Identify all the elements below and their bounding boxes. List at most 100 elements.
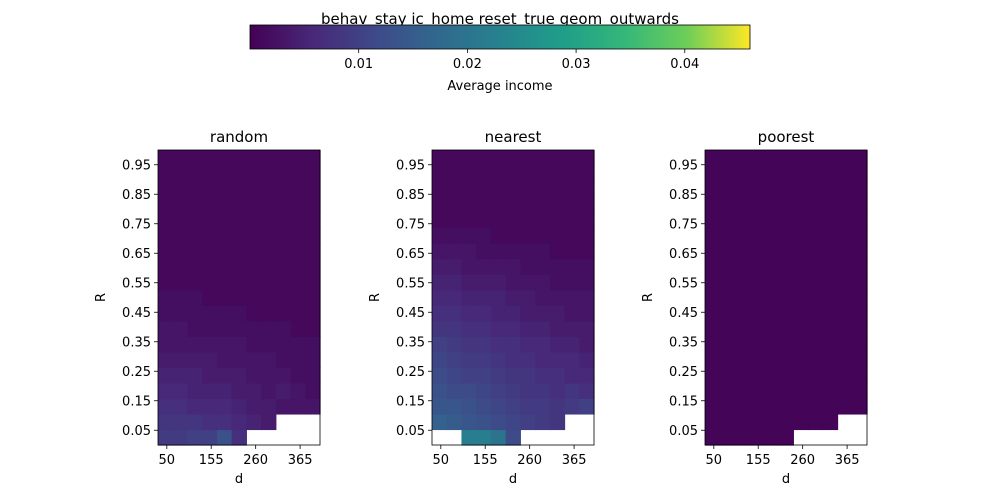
heatmap-cell bbox=[793, 243, 809, 260]
colorbar-ticks: 0.01 0.02 0.03 0.04 bbox=[344, 49, 699, 72]
heatmap-cell bbox=[476, 336, 492, 353]
heatmap-cell bbox=[187, 382, 203, 400]
heatmap-cell bbox=[837, 336, 853, 353]
heatmap-cell bbox=[749, 367, 765, 384]
heatmap-cell bbox=[719, 274, 736, 291]
heatmap-cell bbox=[202, 336, 218, 353]
heatmap-cell bbox=[505, 243, 521, 260]
heatmap-cell bbox=[579, 382, 595, 400]
heatmap-cell bbox=[461, 165, 477, 182]
x-axis-label: d bbox=[509, 472, 517, 487]
heatmap-cell bbox=[822, 289, 839, 306]
heatmap-cell bbox=[305, 320, 321, 337]
heatmap-cell bbox=[202, 413, 218, 431]
y-tick-label: 0.55 bbox=[669, 276, 698, 291]
heatmap-cell bbox=[808, 212, 824, 229]
heatmap-cell bbox=[246, 305, 262, 322]
heatmap-cell bbox=[763, 165, 780, 182]
heatmap-cell bbox=[579, 274, 595, 291]
y-tick-label: 0.65 bbox=[669, 247, 698, 262]
heatmap-cell bbox=[187, 243, 203, 260]
heatmap-cell bbox=[778, 305, 794, 322]
colorbar: 0.01 0.02 0.03 0.04 Average income bbox=[249, 24, 751, 94]
heatmap-cell bbox=[564, 258, 580, 275]
heatmap-cell bbox=[231, 305, 247, 322]
heatmap-cell bbox=[837, 351, 853, 368]
heatmap-cell bbox=[505, 258, 521, 275]
heatmap-cell bbox=[305, 258, 321, 275]
heatmap-cell bbox=[446, 274, 463, 291]
heatmap-cell bbox=[476, 305, 492, 322]
heatmap-cell bbox=[461, 258, 477, 275]
heatmap-cell bbox=[490, 258, 507, 275]
heatmap-cell bbox=[432, 398, 448, 415]
heatmap-cell bbox=[432, 413, 448, 431]
heatmap-cell bbox=[549, 351, 566, 368]
heatmap-cell bbox=[172, 274, 189, 291]
heatmap-cell bbox=[261, 336, 277, 353]
heatmap-cell bbox=[793, 336, 809, 353]
heatmap-cell bbox=[719, 429, 736, 446]
heatmap-cell bbox=[446, 320, 463, 337]
heatmap-cell bbox=[564, 243, 580, 260]
heatmap-cell bbox=[158, 258, 174, 275]
heatmap-panel-poorest: poorest 0.05 0.15 0.25 0.35 0.45 0.55 0.65 0.75 0… bbox=[641, 128, 868, 487]
heatmap-cell bbox=[778, 196, 794, 213]
heatmap-cell bbox=[476, 320, 492, 337]
heatmap-cell bbox=[719, 258, 736, 275]
heatmap-panel-random: random 0.05 0.15 0.25 0.35 0.45 0.55 0.65 0.75 0.… bbox=[94, 128, 321, 487]
heatmap-cell bbox=[749, 289, 765, 306]
heatmap-cell bbox=[446, 336, 463, 353]
heatmap-cell bbox=[778, 429, 794, 446]
heatmap-cell bbox=[705, 165, 721, 182]
heatmap-cell bbox=[793, 274, 809, 291]
heatmap-cell bbox=[763, 398, 780, 415]
heatmap-cell bbox=[432, 243, 448, 260]
heatmap-cell bbox=[202, 165, 218, 182]
heatmap-cell bbox=[549, 181, 566, 198]
heatmap-cell bbox=[158, 181, 174, 198]
heatmap-cell bbox=[246, 351, 262, 368]
heatmap-cell bbox=[822, 336, 839, 353]
colorbar-tick-label: 0.03 bbox=[562, 57, 591, 72]
heatmap-cell bbox=[202, 212, 218, 229]
y-tick-label: 0.35 bbox=[396, 335, 425, 350]
heatmap-cell bbox=[261, 243, 277, 260]
heatmap-cell bbox=[763, 336, 780, 353]
heatmap-cell bbox=[505, 367, 521, 384]
heatmap-cell bbox=[808, 351, 824, 368]
heatmap-cell bbox=[719, 413, 736, 431]
heatmap-cell bbox=[808, 320, 824, 337]
heatmap-cell bbox=[275, 382, 292, 400]
heatmap-cell bbox=[202, 398, 218, 415]
heatmap-cell bbox=[172, 336, 189, 353]
heatmap-cell bbox=[719, 305, 736, 322]
heatmap-cell bbox=[158, 274, 174, 291]
heatmap-cell bbox=[852, 165, 868, 182]
heatmap-cell bbox=[432, 289, 448, 306]
y-tick-label: 0.35 bbox=[122, 335, 151, 350]
heatmap-cell bbox=[749, 398, 765, 415]
heatmap-cell bbox=[749, 243, 765, 260]
heatmap-cell bbox=[231, 351, 247, 368]
heatmap-cell bbox=[305, 398, 321, 415]
heatmap-cell bbox=[261, 413, 277, 431]
heatmap-cell bbox=[261, 274, 277, 291]
axes-frame bbox=[157, 149, 321, 446]
heatmap-cell bbox=[778, 320, 794, 337]
heatmap-cell bbox=[719, 382, 736, 400]
heatmap-cell bbox=[246, 150, 262, 167]
heatmap-cell bbox=[275, 351, 292, 368]
y-tick-label: 0.95 bbox=[122, 158, 151, 173]
heatmap-cell bbox=[461, 398, 477, 415]
x-tick-label: 50 bbox=[159, 453, 176, 468]
heatmap-cell bbox=[187, 150, 203, 167]
heatmap-cell bbox=[216, 305, 233, 322]
heatmap-cell bbox=[246, 398, 262, 415]
heatmap-cell bbox=[535, 382, 551, 400]
heatmap-cell bbox=[778, 243, 794, 260]
heatmap-cell bbox=[261, 367, 277, 384]
y-tick-label: 0.85 bbox=[122, 188, 151, 203]
heatmap-cell bbox=[852, 181, 868, 198]
heatmap-cell bbox=[476, 398, 492, 415]
